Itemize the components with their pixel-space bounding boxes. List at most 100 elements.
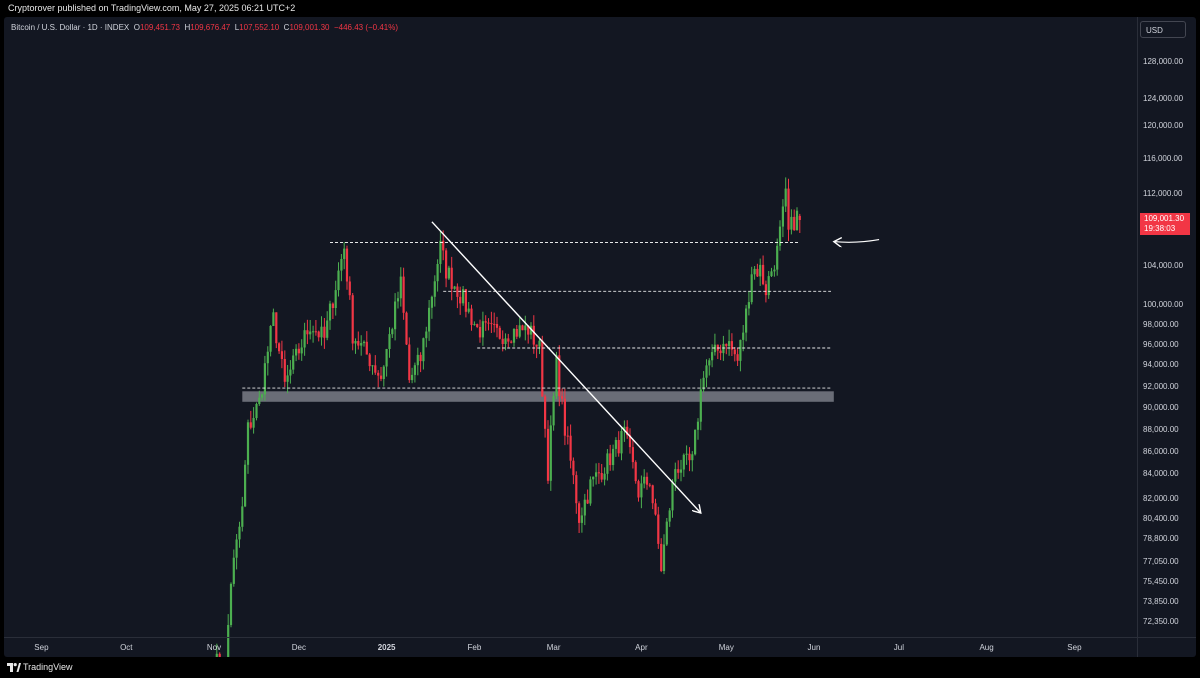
candle-up bbox=[286, 375, 289, 382]
candle-down bbox=[487, 322, 490, 324]
candle-down bbox=[688, 453, 691, 461]
candle-down bbox=[566, 435, 569, 437]
candle-up bbox=[665, 521, 668, 545]
candle-up bbox=[549, 425, 552, 481]
candle-down bbox=[331, 303, 334, 308]
candle-down bbox=[793, 216, 796, 231]
candle-down bbox=[470, 308, 473, 325]
y-axis-tick-label: 100,000.00 bbox=[1143, 300, 1184, 309]
candle-down bbox=[478, 327, 482, 338]
candle-up bbox=[671, 481, 674, 511]
candle-up bbox=[334, 290, 337, 308]
candle-up bbox=[580, 515, 583, 523]
candle-down bbox=[317, 331, 320, 338]
close-value: 109,001.30 bbox=[289, 23, 330, 32]
candle-up bbox=[269, 326, 272, 352]
candle-up bbox=[473, 324, 476, 326]
low-value: 107,552.10 bbox=[239, 23, 280, 32]
ohlc-legend: Bitcoin / U.S. Dollar · 1D · INDEX O109,… bbox=[11, 23, 398, 32]
candle-up bbox=[326, 320, 329, 338]
candle-up bbox=[612, 448, 615, 465]
candle-down bbox=[442, 240, 445, 251]
candle-up bbox=[722, 343, 725, 354]
candle-up bbox=[524, 325, 527, 331]
candle-up bbox=[241, 506, 244, 527]
candle-up bbox=[739, 339, 742, 361]
candle-down bbox=[419, 354, 422, 362]
x-axis-tick-label: Jun bbox=[808, 643, 821, 652]
y-axis-tick-label: 128,000.00 bbox=[1143, 57, 1184, 66]
candle-up bbox=[362, 341, 366, 344]
candle-up bbox=[343, 248, 346, 259]
candle-down bbox=[459, 296, 462, 304]
candle-up bbox=[685, 453, 688, 455]
y-axis-tick-label: 80,400.00 bbox=[1143, 514, 1179, 523]
candle-down bbox=[648, 484, 651, 486]
candle-up bbox=[227, 625, 230, 657]
x-axis-tick-label: Jul bbox=[894, 643, 904, 652]
candle-up bbox=[770, 271, 773, 277]
candle-up bbox=[512, 329, 516, 343]
candle-up bbox=[447, 267, 450, 279]
chart-frame[interactable]: 128,000.00 124,000.00 120,000.00 116,000.00… bbox=[4, 17, 1196, 657]
candle-down bbox=[764, 284, 767, 296]
candle-down bbox=[515, 329, 518, 337]
candle-up bbox=[614, 440, 617, 449]
candle-down bbox=[450, 267, 453, 289]
symbol-title[interactable]: Bitcoin / U.S. Dollar · 1D · INDEX bbox=[11, 23, 130, 32]
candle-down bbox=[657, 514, 660, 544]
y-axis-tick-label: 92,000.00 bbox=[1143, 382, 1179, 391]
y-axis-tick-label: 104,000.00 bbox=[1143, 261, 1184, 270]
support-zone[interactable] bbox=[242, 391, 834, 402]
candle-down bbox=[572, 460, 575, 476]
candle-up bbox=[252, 418, 255, 428]
pointer-arrow[interactable] bbox=[834, 240, 880, 243]
x-axis-tick-label: Sep bbox=[34, 643, 49, 652]
candle-down bbox=[495, 324, 499, 328]
candle-down bbox=[278, 343, 281, 352]
footer-brand[interactable]: TradingView bbox=[23, 662, 73, 672]
candle-up bbox=[694, 429, 697, 455]
candle-up bbox=[430, 296, 433, 308]
candle-up bbox=[354, 341, 357, 344]
candle-down bbox=[510, 341, 513, 343]
price-chart[interactable]: 128,000.00 124,000.00 120,000.00 116,000.00… bbox=[4, 17, 1196, 657]
candle-up bbox=[413, 365, 416, 375]
y-axis-tick-label: 98,000.00 bbox=[1143, 320, 1179, 329]
candle-down bbox=[402, 276, 405, 313]
candle-down bbox=[597, 472, 600, 474]
candle-up bbox=[790, 216, 793, 230]
candle-up bbox=[258, 397, 261, 404]
candle-up bbox=[481, 321, 484, 338]
y-axis-tick-label: 94,000.00 bbox=[1143, 360, 1179, 369]
candle-down bbox=[677, 469, 680, 473]
candle-up bbox=[750, 274, 753, 303]
candle-up bbox=[728, 341, 731, 347]
candle-up bbox=[295, 348, 298, 356]
y-axis-tick-label: 112,000.00 bbox=[1143, 189, 1183, 198]
candle-down bbox=[626, 426, 629, 436]
candle-down bbox=[561, 396, 564, 399]
candle-up bbox=[462, 289, 465, 304]
candle-up bbox=[699, 389, 702, 422]
candle-up bbox=[781, 206, 784, 227]
candle-up bbox=[388, 334, 391, 349]
candle-down bbox=[345, 248, 349, 282]
candle-up bbox=[391, 329, 394, 335]
y-axis-tick-label: 77,050.00 bbox=[1143, 557, 1179, 566]
candle-up bbox=[643, 476, 646, 484]
candle-up bbox=[399, 276, 402, 299]
y-axis-tick-label: 73,850.00 bbox=[1143, 597, 1179, 606]
last-price-value: 109,001.30 bbox=[1144, 214, 1185, 223]
candle-down bbox=[578, 503, 581, 523]
candle-down bbox=[617, 440, 620, 454]
candle-down bbox=[456, 286, 459, 297]
candle-down bbox=[493, 323, 496, 325]
downtrend-arrow[interactable] bbox=[431, 221, 701, 513]
candle-up bbox=[235, 539, 238, 558]
candle-down bbox=[357, 341, 360, 346]
candle-up bbox=[662, 544, 666, 571]
candle-up bbox=[232, 557, 235, 584]
currency-selector[interactable]: USD bbox=[1140, 21, 1186, 38]
candle-up bbox=[425, 331, 428, 339]
